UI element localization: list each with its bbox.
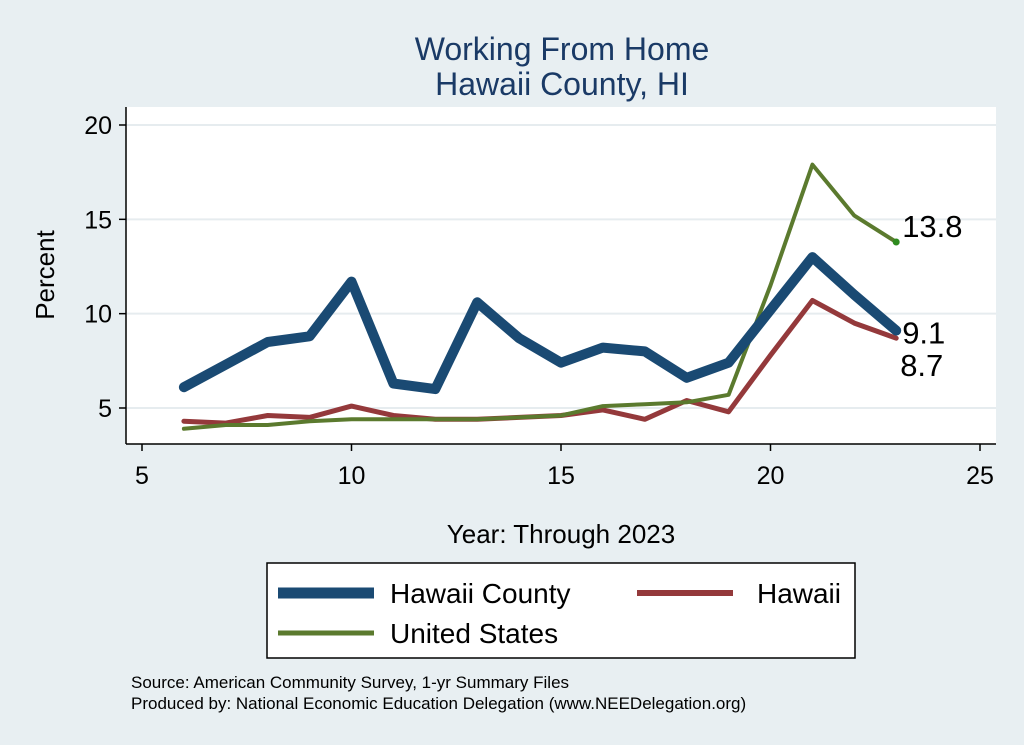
end-label-hawaii: 8.7 — [900, 348, 943, 383]
y-tick-label-5: 5 — [98, 395, 112, 423]
end-label-hawaii-county: 9.1 — [902, 316, 945, 351]
produced-by-note: Produced by: National Economic Education… — [131, 694, 746, 713]
source-note: Source: American Community Survey, 1-yr … — [131, 673, 569, 692]
y-tick-label-15: 15 — [84, 206, 112, 234]
legend-label-hawaii: Hawaii — [757, 578, 841, 609]
legend-label-united-states: United States — [390, 618, 558, 649]
axes: 5 10 15 20 5 10 15 20 25 — [84, 107, 996, 490]
end-labels: 9.1 8.7 13.8 — [900, 209, 962, 383]
chart-subtitle: Hawaii County, HI — [435, 66, 689, 102]
x-tick-label-5: 5 — [135, 462, 149, 490]
series-line-united-states — [181, 162, 899, 431]
series-line-hawaii-county — [178, 252, 902, 395]
gridlines — [126, 124, 996, 409]
chart-title: Working From Home — [415, 31, 710, 67]
x-tick-label-20: 20 — [757, 462, 785, 490]
x-tick-label-10: 10 — [338, 462, 366, 490]
end-marker-united-states — [892, 238, 900, 246]
legend: Hawaii County Hawaii United States — [266, 562, 856, 659]
x-tick-label-15: 15 — [547, 462, 575, 490]
plot-area — [126, 107, 996, 444]
series-lines — [178, 162, 902, 431]
x-tick-label-25: 25 — [966, 462, 994, 490]
legend-label-hawaii-county: Hawaii County — [390, 578, 571, 609]
x-axis-title: Year: Through 2023 — [447, 519, 675, 549]
y-tick-label-10: 10 — [84, 301, 112, 329]
y-axis-title: Percent — [30, 229, 60, 319]
y-tick-label-20: 20 — [84, 112, 112, 140]
legend-box — [266, 562, 856, 659]
end-label-united-states: 13.8 — [902, 209, 962, 244]
